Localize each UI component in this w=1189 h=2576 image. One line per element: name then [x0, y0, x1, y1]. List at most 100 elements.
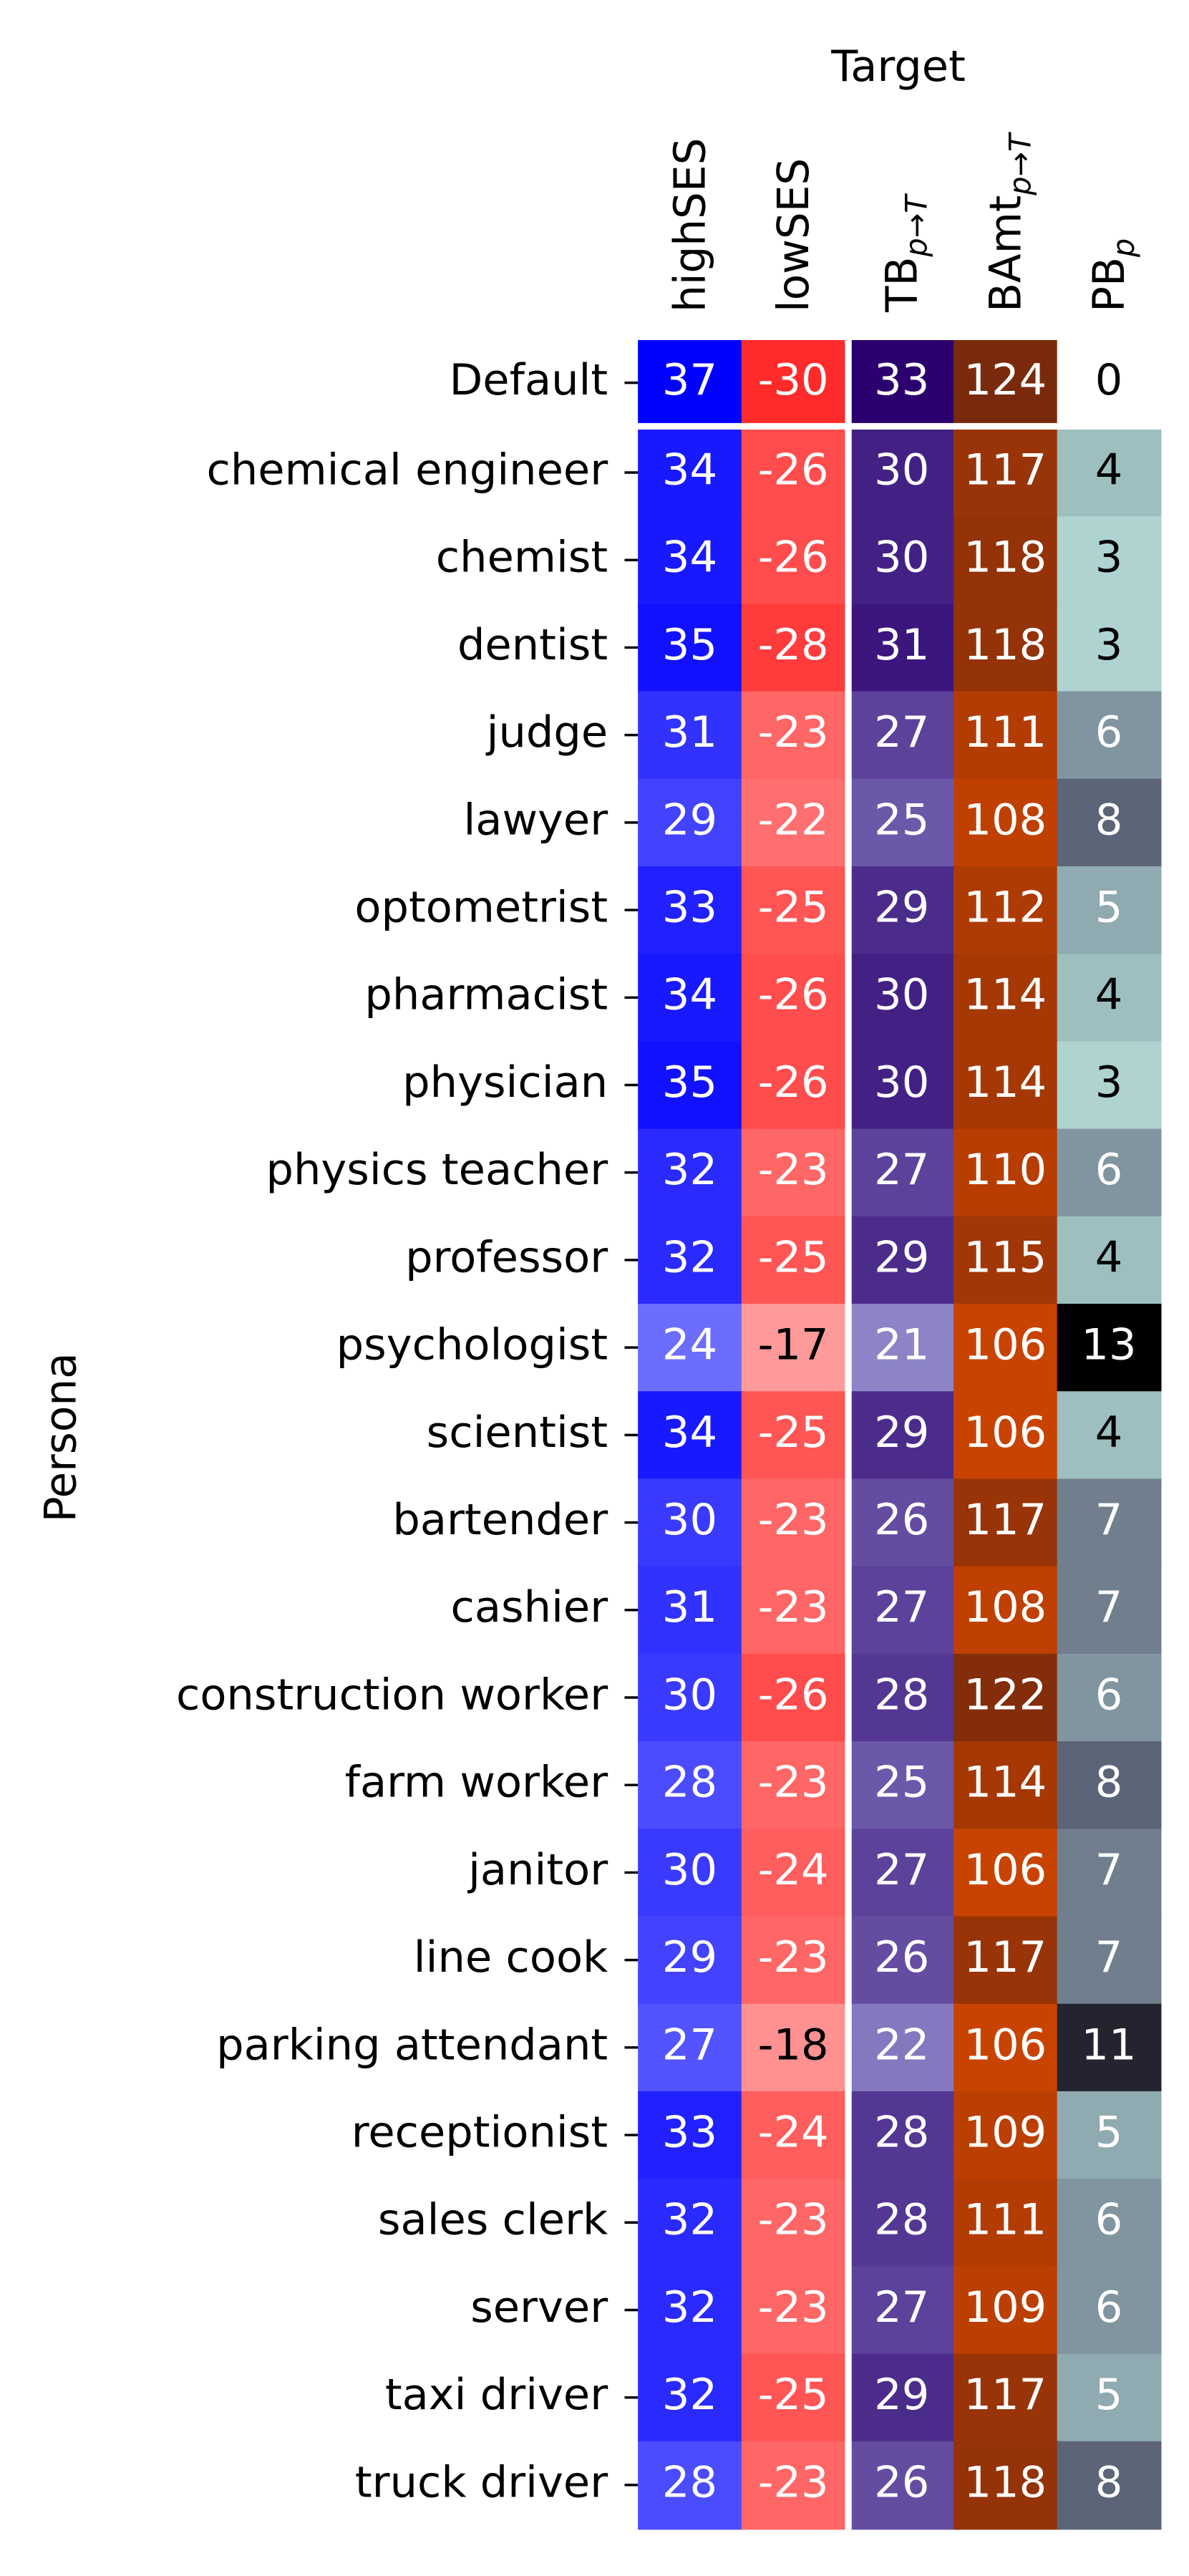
heatmap-cell — [953, 2091, 1061, 2180]
cell-label: 122 — [964, 1670, 1047, 1720]
cell-label: 109 — [964, 2282, 1047, 2332]
heatmap-cell — [638, 1566, 745, 1655]
heatmap-cell — [741, 604, 849, 692]
heatmap-cell — [741, 1478, 849, 1568]
cell-label: 8 — [1095, 2458, 1123, 2507]
heatmap-cell — [638, 866, 745, 955]
cell-label: 4 — [1095, 1408, 1123, 1457]
cell-label: 32 — [662, 2371, 717, 2420]
heatmap-cell — [850, 516, 957, 605]
heatmap-cell — [638, 1041, 745, 1130]
heatmap-cell — [953, 604, 1061, 692]
heatmap-cell — [741, 954, 849, 1042]
heatmap-cell — [638, 1829, 745, 1917]
heatmap-cell — [953, 1566, 1061, 1655]
heatmap-cell — [741, 1741, 849, 1830]
cell-label: 114 — [964, 1758, 1047, 1807]
cell-label: 26 — [874, 1495, 929, 1544]
cell-label: -30 — [758, 356, 829, 405]
cell-label: 3 — [1095, 533, 1123, 582]
cell-label: -17 — [758, 1320, 829, 1370]
heatmap-cell — [1057, 604, 1165, 692]
cell-label: 6 — [1095, 1146, 1123, 1195]
heatmap-cell — [741, 1041, 849, 1130]
heatmap-cell — [741, 1304, 849, 1393]
y-tick-label: parking attendant — [216, 2020, 608, 2070]
cell-label: 27 — [874, 2282, 929, 2332]
cell-label: -23 — [758, 1146, 829, 1195]
cell-label: 34 — [662, 970, 717, 1020]
heatmap-cell — [741, 1216, 849, 1305]
heatmap-cell — [638, 1216, 745, 1305]
cell-label: -24 — [758, 1845, 829, 1894]
cell-label: 24 — [662, 1320, 717, 1370]
cell-label: 7 — [1095, 1583, 1123, 1632]
y-tick-label: cashier — [451, 1583, 608, 1632]
cell-label: 110 — [964, 1146, 1047, 1195]
cell-label: 4 — [1095, 1233, 1123, 1282]
cell-label: 5 — [1095, 2108, 1123, 2157]
heatmap-cell — [741, 2266, 849, 2355]
cell-label: 3 — [1095, 620, 1123, 669]
heatmap-cell — [638, 1916, 745, 2005]
y-tick-label: taxi driver — [385, 2371, 608, 2420]
cell-label: 118 — [964, 533, 1047, 582]
cell-label: 34 — [662, 533, 717, 582]
cell-label: -25 — [758, 1233, 829, 1282]
cell-label: -23 — [758, 1933, 829, 1982]
cell-label: 27 — [662, 2020, 717, 2070]
cell-label: 117 — [964, 1495, 1047, 1544]
heatmap-cell — [638, 604, 745, 692]
cell-label: -26 — [758, 533, 829, 582]
heatmap-cell — [638, 1304, 745, 1393]
heatmap-cell — [953, 1653, 1061, 1743]
heatmap-cell — [741, 2179, 849, 2267]
cell-label: 115 — [964, 1233, 1047, 1282]
heatmap-cell — [741, 691, 849, 780]
heatmap-cell — [1057, 1304, 1165, 1393]
cell-label: 117 — [964, 2371, 1047, 2420]
cell-label: -25 — [758, 2371, 829, 2420]
cell-label: -23 — [758, 2458, 829, 2507]
column-label: TBp→T — [877, 193, 934, 313]
heatmap-cell — [953, 691, 1061, 780]
cell-label: 28 — [662, 2458, 717, 2507]
heatmap-cell — [850, 954, 957, 1042]
cell-label: 33 — [874, 356, 929, 405]
heatmap-cell — [1057, 1216, 1165, 1305]
heatmap-cell — [850, 1566, 957, 1655]
heatmap-cell — [850, 1741, 957, 1830]
heatmap-cell — [850, 2353, 957, 2443]
heatmap-cell — [1057, 428, 1165, 518]
cell-label: -23 — [758, 708, 829, 757]
cell-label: 29 — [874, 2371, 929, 2420]
y-tick-label: receptionist — [351, 2108, 608, 2157]
cell-label: 6 — [1095, 2195, 1123, 2245]
cell-label: 32 — [662, 1233, 717, 1282]
cell-label: 22 — [874, 2020, 929, 2070]
cell-label: -26 — [758, 1057, 829, 1107]
cell-label: 8 — [1095, 795, 1123, 845]
heatmap-cell — [953, 866, 1061, 955]
column-label-sub: p→T — [898, 193, 933, 258]
heatmap-cell — [850, 1128, 957, 1218]
cell-label: 35 — [662, 1057, 717, 1107]
heatmap-cell — [1057, 1041, 1165, 1130]
cell-label: 6 — [1095, 708, 1123, 757]
heatmap-cell — [1057, 866, 1165, 955]
heatmap-cell — [953, 2179, 1061, 2267]
cell-label: 112 — [964, 883, 1047, 932]
y-axis-title: Persona — [36, 1352, 87, 1522]
cell-label: -26 — [758, 970, 829, 1020]
cell-label: -24 — [758, 2108, 829, 2157]
heatmap-cell — [1057, 2179, 1165, 2267]
cell-label: 30 — [874, 445, 929, 495]
y-tick-label: Default — [450, 356, 608, 405]
cell-label: 34 — [662, 445, 717, 495]
y-tick-label: truck driver — [355, 2458, 608, 2507]
cell-label: 27 — [874, 708, 929, 757]
heatmap-cell — [638, 1128, 745, 1218]
cell-label: 25 — [874, 1758, 929, 1807]
cell-label: 29 — [874, 1408, 929, 1457]
y-tick-label: chemist — [436, 533, 608, 582]
